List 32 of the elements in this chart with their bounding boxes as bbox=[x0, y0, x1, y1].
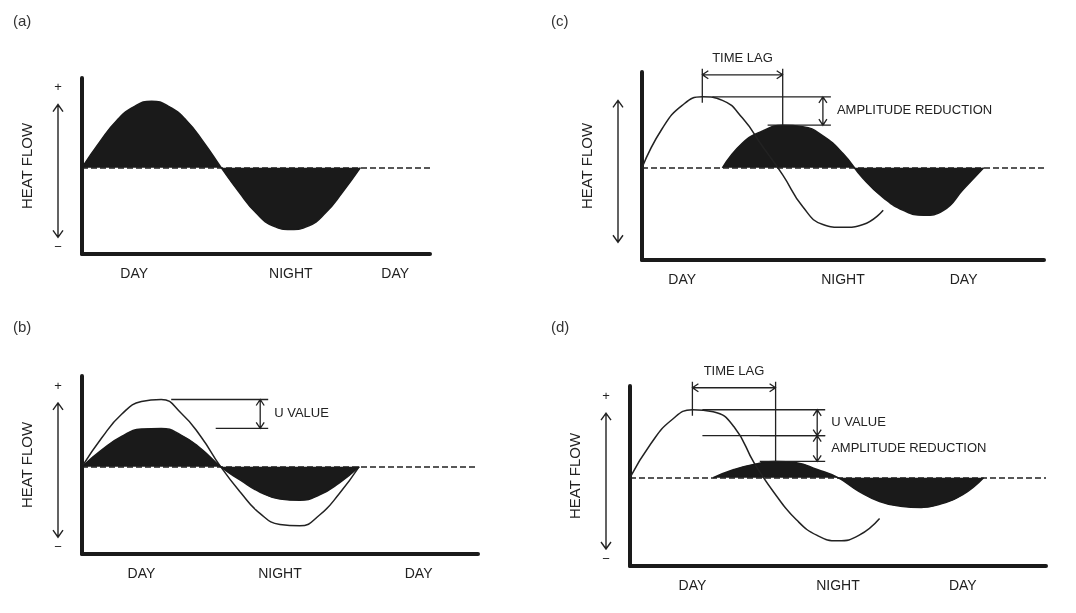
text: − bbox=[54, 538, 62, 554]
annotation: U VALUE bbox=[831, 414, 887, 430]
x-tick-label: NIGHT bbox=[258, 565, 303, 581]
chart-title: (a) bbox=[13, 12, 32, 29]
x-tick-label: NIGHT bbox=[821, 271, 866, 287]
x-tick-label: NIGHT bbox=[269, 265, 314, 281]
text: − bbox=[602, 550, 610, 566]
text: + bbox=[54, 79, 62, 95]
x-tick-label: NIGHT bbox=[816, 577, 861, 593]
text: TIME LAG bbox=[712, 50, 773, 66]
text: TIME LAG bbox=[703, 363, 765, 379]
text: + bbox=[54, 377, 62, 393]
y-axis-title: HEAT FLOW bbox=[578, 122, 595, 210]
x-tick-label: DAY bbox=[948, 577, 978, 593]
x-tick-label: DAY bbox=[120, 265, 149, 281]
y-axis-title: HEAT FLOW bbox=[18, 122, 35, 210]
y-axis-title: HEAT FLOW bbox=[18, 421, 35, 509]
chart-title: (b) bbox=[13, 318, 32, 335]
x-tick-label: DAY bbox=[668, 271, 697, 287]
text: + bbox=[602, 387, 610, 403]
chart-title: (d) bbox=[551, 318, 570, 335]
text: − bbox=[54, 238, 62, 254]
x-tick-label: DAY bbox=[678, 577, 707, 593]
annotation: U VALUE bbox=[274, 405, 330, 421]
annotation: AMPLITUDE REDUCTION bbox=[836, 102, 993, 118]
annotation: AMPLITUDE REDUCTION bbox=[831, 439, 987, 455]
x-tick-label: DAY bbox=[949, 271, 979, 287]
chart-title: (c) bbox=[551, 12, 569, 29]
x-tick-label: DAY bbox=[404, 565, 434, 581]
y-axis-title: HEAT FLOW bbox=[566, 432, 583, 520]
x-tick-label: DAY bbox=[127, 565, 156, 581]
x-tick-label: DAY bbox=[381, 265, 410, 281]
